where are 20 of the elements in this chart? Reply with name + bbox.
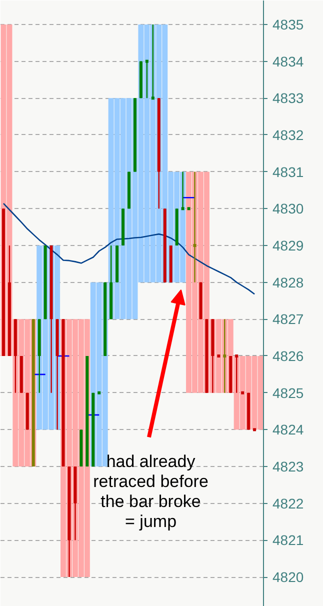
y-tick-label: 4829 xyxy=(272,237,304,254)
y-tick-label: 4833 xyxy=(272,90,304,106)
y-tick-label: 4825 xyxy=(272,384,304,401)
annotation: had already retraced before the bar broke = jump xyxy=(93,452,208,531)
y-tick-label: 4822 xyxy=(272,495,304,512)
y-tick-label: 4834 xyxy=(272,53,304,70)
y-tick-label: 4824 xyxy=(272,422,304,438)
y-tick-label: 4832 xyxy=(272,126,304,143)
y-tick-label: 4821 xyxy=(272,532,304,548)
y-tick-label: 4826 xyxy=(272,348,304,364)
y-tick-label: 4823 xyxy=(272,458,304,475)
candlestick xyxy=(145,60,148,99)
y-tick-label: 4835 xyxy=(272,16,304,32)
y-tick-label: 4827 xyxy=(272,311,304,328)
candlestick xyxy=(151,24,154,100)
y-tick-label: 4820 xyxy=(272,569,304,586)
y-tick-label: 4830 xyxy=(272,200,304,217)
y-tick-label: 4828 xyxy=(272,274,304,290)
y-tick-label: 4831 xyxy=(272,164,304,180)
line-series xyxy=(2,202,256,295)
